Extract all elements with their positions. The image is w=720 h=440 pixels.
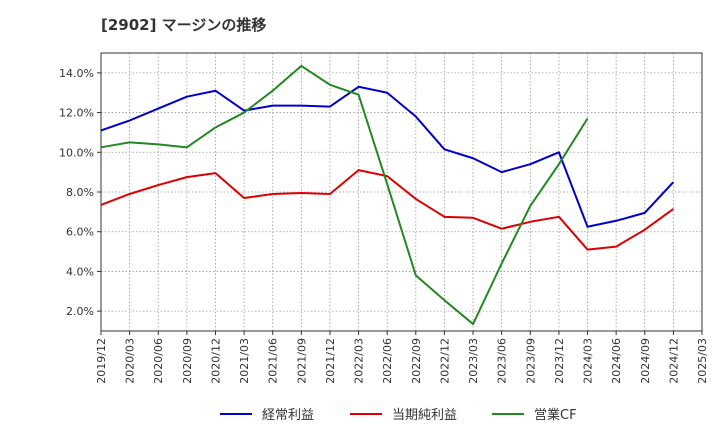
x-tick-label: 2023/12 bbox=[553, 338, 566, 384]
y-tick-label: 10.0% bbox=[59, 146, 94, 159]
x-tick-label: 2023/06 bbox=[496, 338, 509, 384]
chart-title: [2902] マージンの推移 bbox=[101, 16, 267, 34]
x-tick-label: 2021/06 bbox=[267, 338, 280, 384]
x-tick-label: 2024/06 bbox=[610, 338, 623, 384]
gridlines bbox=[100, 53, 703, 331]
x-tick-label: 2025/03 bbox=[696, 338, 709, 384]
x-tick-label: 2024/09 bbox=[639, 338, 652, 384]
legend-label: 当期純利益 bbox=[392, 408, 457, 423]
legend-item: 当期純利益 bbox=[350, 408, 457, 423]
x-tick-label: 2022/09 bbox=[410, 338, 423, 384]
legend-item: 経常利益 bbox=[220, 408, 314, 423]
legend-label: 経常利益 bbox=[262, 408, 314, 423]
legend: 経常利益 当期純利益 営業CF bbox=[220, 407, 577, 423]
series-line bbox=[100, 64, 589, 326]
x-tick-label: 2021/03 bbox=[238, 338, 251, 384]
x-tick-label: 2024/03 bbox=[582, 338, 595, 384]
series-1 bbox=[100, 85, 675, 228]
x-tick-label: 2022/12 bbox=[438, 338, 451, 384]
x-tick-label: 2023/03 bbox=[467, 338, 480, 384]
x-tick-label: 2020/06 bbox=[152, 338, 165, 384]
x-tick-label: 2019/12 bbox=[95, 338, 108, 384]
y-tick-label: 12.0% bbox=[59, 107, 94, 120]
x-tick-label: 2023/09 bbox=[524, 338, 537, 384]
series-2 bbox=[100, 169, 674, 251]
x-tick-label: 2020/12 bbox=[209, 338, 222, 384]
y-tick-label: 14.0% bbox=[59, 67, 94, 80]
x-tick-label: 2021/09 bbox=[295, 338, 308, 384]
legend-item: 営業CF bbox=[492, 407, 577, 423]
x-tick-label: 2020/09 bbox=[181, 338, 194, 384]
x-tick-label: 2021/12 bbox=[324, 338, 337, 384]
x-axis: 2019/12 2020/03 2020/06 2020/09 2020/12 2021/… bbox=[95, 331, 709, 384]
plot-area bbox=[101, 53, 702, 331]
y-tick-label: 4.0% bbox=[66, 265, 94, 278]
y-tick-label: 2.0% bbox=[66, 305, 94, 318]
y-axis: 2.0% 4.0% 6.0% 8.0% 10.0% 12.0% 14.0% bbox=[59, 67, 101, 318]
y-tick-label: 8.0% bbox=[66, 186, 94, 199]
x-tick-label: 2024/12 bbox=[667, 338, 680, 384]
y-tick-label: 6.0% bbox=[66, 226, 94, 239]
x-tick-label: 2020/03 bbox=[124, 338, 137, 384]
legend-label: 営業CF bbox=[534, 407, 577, 423]
x-tick-label: 2022/06 bbox=[381, 338, 394, 384]
series-3 bbox=[100, 64, 589, 326]
x-tick-label: 2022/03 bbox=[353, 338, 366, 384]
